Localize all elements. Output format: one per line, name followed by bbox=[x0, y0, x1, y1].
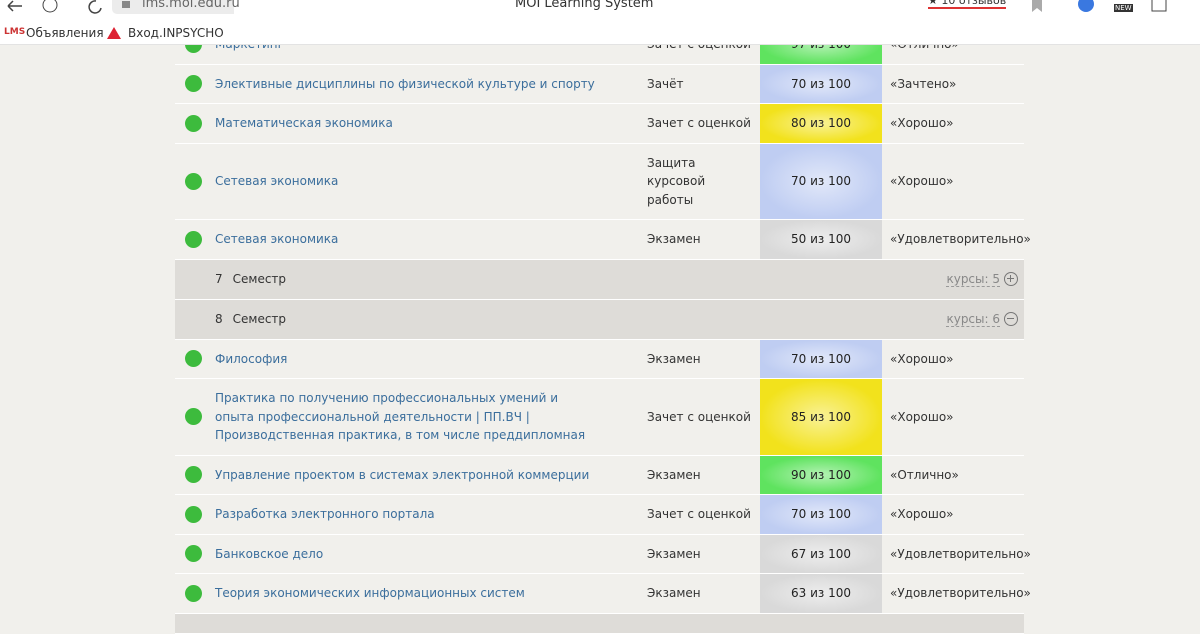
score-cell: 70 из 100 bbox=[760, 495, 882, 534]
grades-table: МаркетингЗачет с оценкой97 из 100«Отличн… bbox=[175, 25, 1031, 634]
grade: «Отлично» bbox=[890, 467, 959, 482]
course-link[interactable]: Элективные дисциплины по физической куль… bbox=[215, 76, 595, 91]
collapse-button[interactable] bbox=[1004, 312, 1018, 326]
courses-count[interactable]: курсы: 5 bbox=[946, 271, 1000, 287]
course-row: Управление проектом в системах электронн… bbox=[175, 455, 1024, 495]
score-cell: 70 из 100 bbox=[760, 339, 882, 378]
course-row: Практика по получению профессиональных у… bbox=[175, 379, 1024, 456]
semester-row: 7 Семестр курсы: 5 bbox=[175, 259, 1024, 300]
semester-label: Семестр bbox=[232, 272, 287, 286]
assessment-form: Экзамен bbox=[647, 546, 701, 561]
assessment-form: Зачет с оценкой bbox=[647, 116, 751, 130]
semester-label: Семестр bbox=[232, 312, 287, 326]
bookmark[interactable]: Объявления bbox=[26, 26, 104, 40]
course-link[interactable]: Сетевая экономика bbox=[215, 174, 339, 188]
icon-bar bbox=[1009, 274, 1012, 282]
semester-row bbox=[175, 613, 1024, 634]
score-cell: 90 из 100 bbox=[760, 455, 882, 494]
grade: «Удовлетворительно» bbox=[890, 546, 1031, 561]
grade: «Хорошо» bbox=[890, 351, 954, 366]
course-link[interactable]: Банковское дело bbox=[215, 546, 324, 561]
course-row: Сетевая экономика Защита курсовой работы 7… bbox=[175, 143, 1024, 220]
lock-icon bbox=[122, 1, 130, 8]
back-button[interactable] bbox=[7, 0, 22, 12]
bookmark-icon: LMS bbox=[4, 27, 26, 37]
assessment-form: Экзамен bbox=[647, 586, 701, 600]
new-badge[interactable]: NEW bbox=[1114, 4, 1133, 12]
grade: «Хорошо» bbox=[890, 116, 954, 130]
grade: «Хорошо» bbox=[890, 409, 954, 424]
nav-icons bbox=[7, 0, 234, 14]
score-cell: 50 из 100 bbox=[760, 220, 882, 259]
courses-count[interactable]: курсы: 6 bbox=[946, 311, 1000, 327]
course-row: Философия Экзамен 70 из 100 «Хорошо» bbox=[175, 339, 1024, 379]
course-link[interactable]: Математическая экономика bbox=[215, 116, 393, 130]
reviews[interactable]: ★ 10 отзывов bbox=[928, 0, 1007, 9]
icon-bar bbox=[1007, 317, 1014, 319]
browser-header: lms.moi.edu.ru MOI Learning System ★ 10 … bbox=[0, 0, 1200, 45]
status-dot bbox=[185, 408, 202, 426]
status-dot bbox=[185, 230, 202, 248]
extension-icon[interactable] bbox=[1151, 0, 1167, 12]
assessment-form: Защита курсовой работы bbox=[647, 155, 706, 207]
course-row: Элективные дисциплины по физической куль… bbox=[175, 64, 1024, 104]
url: lms.moi.edu.ru bbox=[142, 0, 240, 11]
course-row: Разработка электронного портала Зачет с о… bbox=[175, 495, 1024, 535]
course-link[interactable]: Управление проектом в системах электронн… bbox=[215, 467, 590, 482]
assessment-form: Зачет с оценкой bbox=[647, 507, 751, 521]
status-dot bbox=[185, 350, 202, 368]
yandex-button[interactable] bbox=[42, 0, 58, 13]
semester-number: 8 bbox=[215, 312, 223, 326]
bookmark[interactable]: Вход.INPSYCHO bbox=[128, 26, 224, 40]
course-row: Теория экономических информационных сист… bbox=[175, 574, 1031, 614]
expand-button[interactable] bbox=[1004, 272, 1018, 286]
score-cell: 85 из 100 bbox=[760, 379, 882, 455]
score-cell: 70 из 100 bbox=[760, 143, 882, 219]
status-dot bbox=[185, 545, 202, 563]
address-bar[interactable] bbox=[112, 0, 234, 14]
assessment-form: Зачёт bbox=[647, 76, 684, 91]
course-link[interactable]: Теория экономических информационных сист… bbox=[215, 586, 525, 600]
grade: «Зачтено» bbox=[890, 76, 957, 91]
score-cell: 67 из 100 bbox=[760, 534, 882, 573]
alice-icon[interactable] bbox=[1078, 0, 1094, 12]
semester-number: 7 bbox=[215, 272, 223, 286]
grade: «Хорошо» bbox=[890, 174, 954, 188]
status-dot bbox=[185, 75, 202, 93]
bookmark-icon[interactable] bbox=[1032, 0, 1042, 12]
assessment-form: Экзамен bbox=[647, 467, 701, 482]
status-dot bbox=[185, 466, 202, 484]
course-link[interactable]: Разработка электронного портала bbox=[215, 507, 435, 521]
score-cell: 63 из 100 bbox=[760, 574, 882, 613]
assessment-form: Экзамен bbox=[647, 351, 701, 366]
refresh-button[interactable] bbox=[88, 0, 102, 14]
grade: «Хорошо» bbox=[890, 507, 954, 521]
status-dot bbox=[185, 172, 202, 190]
toolbar-icons bbox=[1032, 0, 1167, 12]
status-dot bbox=[185, 505, 202, 523]
score-cell: 70 из 100 bbox=[760, 64, 882, 103]
course-row: Сетевая экономика Экзамен 50 из 100 «Удовле… bbox=[175, 220, 1031, 260]
status-dot bbox=[185, 584, 202, 602]
course-row: Банковское дело Экзамен 67 из 100 «Удовлетв… bbox=[175, 534, 1031, 574]
page-title: MOI Learning System bbox=[515, 0, 654, 11]
bookmark-icon bbox=[107, 27, 121, 39]
course-link[interactable]: Философия bbox=[215, 351, 288, 366]
grade: «Удовлетворительно» bbox=[890, 232, 1031, 246]
semester-row: 8 Семестр курсы: 6 bbox=[175, 299, 1024, 340]
assessment-form: Зачет с оценкой bbox=[647, 409, 751, 424]
course-link[interactable]: Сетевая экономика bbox=[215, 232, 339, 246]
status-dot bbox=[185, 114, 202, 132]
course-row: Математическая экономика Зачет с оценкой 8… bbox=[175, 104, 1024, 144]
course-link[interactable]: Практика по получению профессиональных у… bbox=[215, 391, 586, 442]
assessment-form: Экзамен bbox=[647, 232, 701, 246]
score-cell: 80 из 100 bbox=[760, 104, 882, 143]
grade: «Удовлетворительно» bbox=[890, 586, 1031, 600]
